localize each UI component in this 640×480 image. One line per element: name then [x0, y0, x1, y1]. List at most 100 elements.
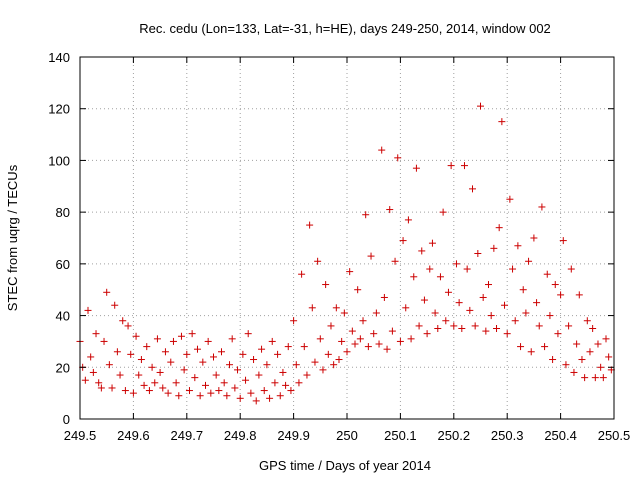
- data-point: [581, 374, 589, 382]
- data-point: [81, 376, 89, 384]
- data-point: [276, 392, 284, 400]
- data-point: [234, 366, 242, 374]
- data-point: [551, 281, 559, 289]
- data-point: [137, 356, 145, 364]
- data-point: [95, 379, 103, 387]
- data-point: [351, 340, 359, 348]
- data-point: [140, 381, 148, 389]
- data-point: [589, 325, 597, 332]
- data-point: [239, 350, 247, 358]
- data-point: [479, 293, 487, 301]
- data-point: [164, 389, 172, 397]
- data-point: [487, 312, 495, 320]
- data-point: [591, 374, 599, 382]
- data-point: [113, 348, 121, 356]
- data-point: [311, 358, 319, 366]
- data-point: [375, 340, 383, 348]
- data-point: [447, 162, 455, 170]
- data-point: [129, 389, 137, 397]
- data-point: [204, 337, 212, 345]
- data-point: [346, 268, 354, 276]
- data-point: [87, 353, 95, 361]
- data-point: [410, 273, 418, 281]
- data-point: [482, 327, 490, 335]
- data-point: [103, 288, 111, 296]
- data-point: [316, 335, 324, 343]
- data-point: [260, 387, 268, 395]
- x-tick-label: 250: [336, 428, 358, 443]
- data-point: [193, 345, 201, 353]
- data-point: [364, 343, 372, 351]
- data-point: [169, 337, 177, 345]
- data-point: [493, 325, 501, 332]
- data-point: [418, 247, 426, 255]
- data-point: [362, 211, 370, 219]
- data-point: [188, 330, 196, 338]
- data-point: [274, 350, 282, 358]
- y-tick-label: 60: [56, 257, 70, 272]
- data-point: [490, 244, 498, 252]
- data-point: [287, 387, 295, 395]
- data-point: [177, 332, 185, 340]
- data-point: [172, 379, 180, 387]
- data-point: [511, 317, 519, 325]
- data-point: [538, 203, 546, 211]
- data-point: [460, 162, 468, 170]
- data-point: [583, 317, 591, 325]
- data-point: [399, 237, 407, 245]
- data-point: [330, 361, 338, 369]
- data-point: [250, 356, 258, 364]
- data-point: [132, 332, 140, 340]
- y-tick-label: 140: [48, 50, 70, 65]
- data-point: [370, 330, 378, 338]
- data-point: [380, 293, 388, 301]
- data-point: [586, 348, 594, 356]
- data-point: [570, 368, 578, 376]
- data-point: [463, 265, 471, 273]
- data-point: [533, 299, 541, 307]
- data-point: [196, 392, 204, 400]
- data-point: [292, 361, 300, 369]
- data-point: [412, 164, 420, 172]
- data-point: [559, 237, 567, 245]
- data-point: [458, 325, 466, 332]
- data-point: [255, 371, 263, 379]
- data-point: [303, 371, 311, 379]
- data-point: [498, 118, 506, 126]
- data-point: [282, 381, 290, 389]
- data-point: [485, 281, 493, 289]
- data-point: [514, 242, 522, 250]
- data-point: [442, 317, 450, 325]
- data-point: [298, 270, 306, 278]
- data-point: [290, 317, 298, 325]
- data-point: [466, 306, 474, 314]
- data-point: [97, 384, 105, 392]
- data-point: [84, 306, 92, 314]
- x-tick-label: 249.8: [224, 428, 257, 443]
- data-point: [218, 348, 226, 356]
- data-point: [423, 330, 431, 338]
- data-point: [268, 337, 276, 345]
- data-point: [244, 330, 252, 338]
- data-point: [183, 350, 191, 358]
- data-point: [226, 361, 234, 369]
- data-point: [185, 387, 193, 395]
- data-point: [519, 286, 527, 294]
- data-point: [501, 301, 509, 309]
- data-point: [474, 250, 482, 258]
- data-point: [517, 343, 525, 351]
- y-axis-label: STEC from uqrg / TECUs: [5, 164, 20, 311]
- data-point: [495, 224, 503, 232]
- y-tick-label: 120: [48, 102, 70, 117]
- data-point: [119, 317, 127, 325]
- data-point: [477, 102, 484, 110]
- data-point: [573, 340, 581, 348]
- data-point: [527, 348, 535, 356]
- data-point: [159, 384, 167, 392]
- data-point: [266, 394, 274, 402]
- data-point: [436, 273, 444, 281]
- x-tick-label: 250.1: [384, 428, 417, 443]
- data-point: [503, 330, 511, 338]
- data-point: [431, 309, 439, 317]
